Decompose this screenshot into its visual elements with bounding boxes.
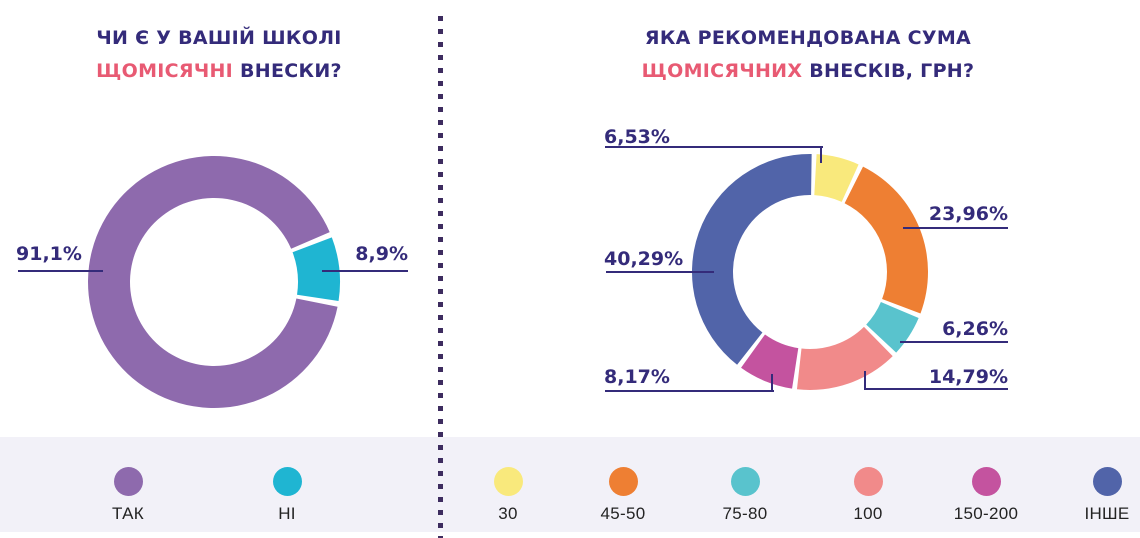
donut-slice-75-80 [866,302,919,353]
legend-item-45-50: 45-50 [575,467,671,524]
legend-label-45-50: 45-50 [600,504,646,523]
legend-label-ІНШЕ: ІНШЕ [1084,504,1130,523]
label-75-80-percent: 6,26% [942,318,1008,340]
right-title-rest: ВНЕСКІВ, ГРН? [802,60,975,82]
legend-dot-45-50 [608,467,638,496]
legend-label-НІ: НІ [278,504,296,523]
label-ni-percent: 8,9% [355,243,408,265]
connector-tak [18,270,103,272]
legend-label-100: 100 [853,504,883,523]
legend-item-100: 100 [820,467,916,524]
donut-slice-100 [796,326,893,391]
legend-dot-150-200 [971,467,1001,496]
legend-dot-30 [493,467,523,496]
legend-item-ТАК: ТАК [80,467,176,524]
right-title-accent: ЩОМІСЯЧНИХ [641,60,803,82]
donut-slice-НІ [292,237,340,302]
legend-dot-75-80 [730,467,760,496]
label-100-percent: 14,79% [928,366,1008,388]
legend-item-150-200: 150-200 [938,467,1034,524]
connector-150-200-v [771,374,773,392]
legend-dot-100 [853,467,883,496]
left-chart-title: ЧИ Є У ВАШІЙ ШКОЛІ ЩОМІСЯЧНІ ВНЕСКИ? [0,22,438,88]
legend-label-75-80: 75-80 [722,504,768,523]
right-chart-title: ЯКА РЕКОМЕНДОВАНА СУМА ЩОМІСЯЧНИХ ВНЕСКІ… [462,22,1140,88]
connector-150-200-h [605,390,774,392]
legend-label-30: 30 [498,504,518,523]
legend-dot-НІ [272,467,302,496]
legend-bar: ТАК НІ 30 45-50 75-80 100 150-200 ІНШЕ [0,437,1140,532]
connector-ni [322,270,408,272]
legend-item-30: 30 [460,467,556,524]
label-45-50-percent: 23,96% [928,203,1008,225]
legend-item-НІ: НІ [239,467,335,524]
legend-label-ТАК: ТАК [112,504,144,523]
connector-inshe [606,271,714,273]
label-tak-percent: 91,1% [16,243,82,265]
connector-100-h [865,388,1008,390]
right-title-line1: ЯКА РЕКОМЕНДОВАНА СУМА [644,27,972,49]
left-title-line1: ЧИ Є У ВАШІЙ ШКОЛІ [96,27,342,49]
legend-dot-ІНШЕ [1092,467,1122,496]
connector-100-v [864,371,866,390]
legend-item-ІНШЕ: ІНШЕ [1059,467,1140,524]
legend-dot-ТАК [113,467,143,496]
donut-slice-30 [814,154,859,202]
connector-75-80 [900,341,1008,343]
dotted-divider [438,16,443,538]
legend-item-75-80: 75-80 [697,467,793,524]
donut-slice-45-50 [844,166,928,314]
legend-label-150-200: 150-200 [953,504,1019,523]
label-inshe-percent: 40,29% [604,248,684,270]
donut-slice-150-200 [741,334,799,389]
label-30-percent: 6,53% [604,126,670,148]
left-title-rest: ВНЕСКИ? [233,60,342,82]
label-150-200-percent: 8,17% [604,366,670,388]
donut-slice-ТАК [88,156,338,409]
connector-30-h [605,146,823,148]
connector-30-v [820,146,822,163]
connector-45-50 [903,227,1008,229]
left-title-accent: ЩОМІСЯЧНІ [96,60,234,82]
donut-slice-ІНШЕ [691,153,812,365]
